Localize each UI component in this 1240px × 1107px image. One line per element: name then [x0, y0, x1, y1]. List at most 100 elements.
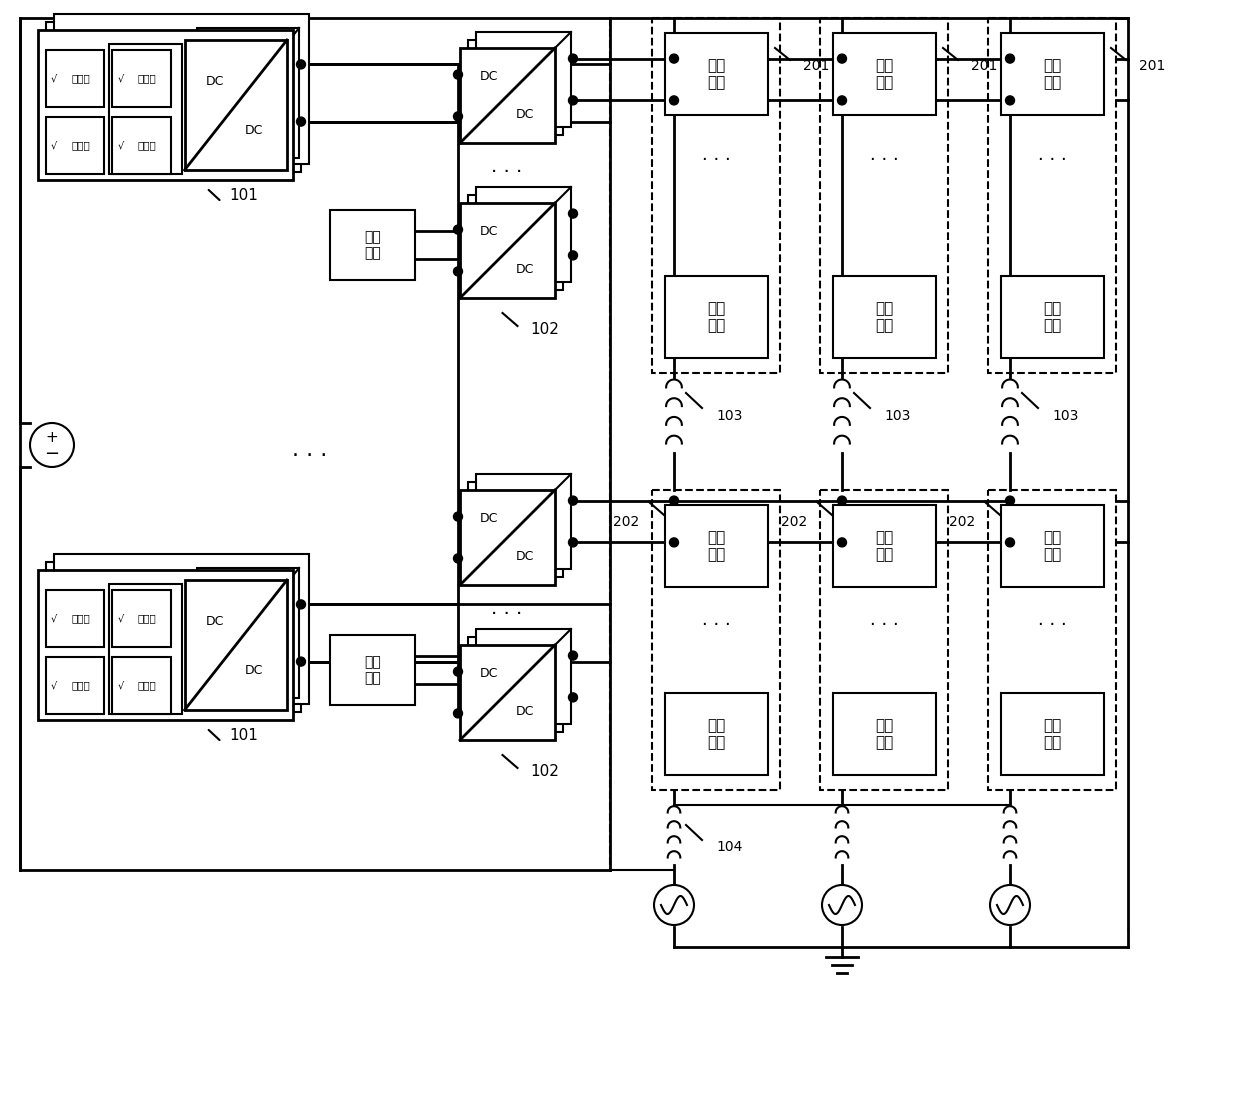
Text: DC: DC [206, 75, 224, 89]
Bar [113, 50, 171, 107]
Bar [46, 50, 104, 107]
Text: 101: 101 [229, 187, 258, 203]
Text: 级联
模块: 级联 模块 [875, 58, 894, 90]
Text: 102: 102 [531, 765, 559, 779]
Bar [460, 48, 556, 143]
Bar [665, 276, 768, 358]
Text: 103: 103 [884, 408, 910, 423]
Bar [476, 474, 570, 569]
Circle shape [1006, 496, 1014, 505]
Circle shape [837, 96, 847, 105]
Circle shape [296, 600, 305, 609]
Bar [109, 44, 181, 174]
Text: √: √ [51, 613, 57, 623]
Bar [38, 570, 293, 720]
Text: −: − [45, 445, 60, 463]
Circle shape [670, 54, 678, 63]
Text: 优化器: 优化器 [72, 681, 91, 691]
Bar [652, 490, 780, 790]
Text: · · ·: · · · [491, 606, 522, 624]
Text: 优化器: 优化器 [72, 141, 91, 151]
Text: 202: 202 [613, 515, 639, 529]
Text: 104: 104 [715, 840, 743, 853]
Bar [46, 22, 301, 172]
Bar [197, 28, 299, 158]
Text: 101: 101 [229, 727, 258, 743]
Text: 级联
模块: 级联 模块 [1043, 58, 1061, 90]
Text: DC: DC [516, 263, 533, 276]
Circle shape [296, 117, 305, 126]
Text: 风能
装置: 风能 装置 [365, 230, 381, 260]
Bar [55, 14, 309, 164]
Bar [38, 30, 293, 180]
Bar [833, 505, 936, 587]
Text: 级联
模块: 级联 模块 [875, 301, 894, 333]
Text: DC: DC [516, 705, 533, 718]
Circle shape [568, 538, 578, 547]
Bar [1001, 276, 1104, 358]
Circle shape [454, 112, 463, 121]
Text: 级联
模块: 级联 模块 [1043, 301, 1061, 333]
Bar [46, 562, 301, 712]
Text: . . .: . . . [293, 439, 327, 461]
Bar [652, 18, 780, 373]
Bar [1001, 33, 1104, 115]
Circle shape [454, 708, 463, 718]
Text: 102: 102 [531, 322, 559, 338]
Bar [665, 693, 768, 775]
Bar [476, 32, 570, 127]
Bar [185, 580, 286, 710]
Text: · · ·: · · · [1038, 151, 1066, 169]
Bar [46, 656, 104, 714]
Text: DC: DC [246, 124, 263, 137]
Text: 级联
模块: 级联 模块 [875, 717, 894, 751]
Bar [55, 554, 309, 704]
Text: 优化器: 优化器 [72, 613, 91, 623]
Circle shape [670, 96, 678, 105]
Bar [665, 33, 768, 115]
Text: +: + [46, 430, 58, 445]
Bar [820, 18, 949, 373]
Circle shape [454, 668, 463, 676]
Bar [467, 40, 563, 135]
Text: · · ·: · · · [870, 615, 899, 634]
Bar [833, 276, 936, 358]
Circle shape [568, 54, 578, 63]
Circle shape [837, 54, 847, 63]
Circle shape [837, 538, 847, 547]
Text: √: √ [118, 681, 124, 691]
Bar [330, 635, 415, 705]
Bar [109, 584, 181, 714]
Bar [833, 693, 936, 775]
Circle shape [568, 209, 578, 218]
Text: 级联
模块: 级联 模块 [1043, 717, 1061, 751]
Text: DC: DC [480, 668, 497, 680]
Text: 级联
模块: 级联 模块 [1043, 530, 1061, 562]
Text: · · ·: · · · [702, 615, 730, 634]
Text: 202: 202 [781, 515, 807, 529]
Circle shape [296, 60, 305, 69]
Text: 风能
装置: 风能 装置 [365, 655, 381, 685]
Circle shape [454, 267, 463, 276]
Bar [46, 117, 104, 174]
Bar [1001, 693, 1104, 775]
Bar [665, 505, 768, 587]
Circle shape [568, 496, 578, 505]
Text: · · ·: · · · [1038, 615, 1066, 634]
Bar [191, 575, 293, 704]
Text: 级联
模块: 级联 模块 [707, 717, 725, 751]
Text: √: √ [51, 681, 57, 691]
Bar [833, 33, 936, 115]
Circle shape [670, 496, 678, 505]
Text: √: √ [118, 141, 124, 151]
Bar [191, 34, 293, 164]
Text: 103: 103 [715, 408, 743, 423]
Text: √: √ [51, 73, 57, 83]
Circle shape [454, 513, 463, 521]
Bar [988, 490, 1116, 790]
Text: · · ·: · · · [491, 164, 522, 183]
Text: 级联
模块: 级联 模块 [707, 58, 725, 90]
Bar [460, 203, 556, 298]
Text: · · ·: · · · [870, 151, 899, 169]
Text: 级联
模块: 级联 模块 [875, 530, 894, 562]
